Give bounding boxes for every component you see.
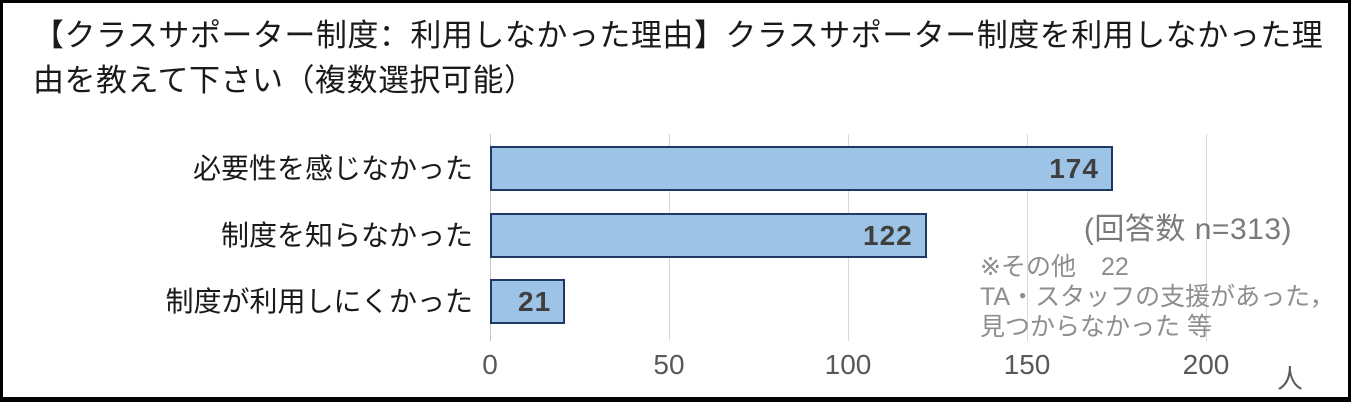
x-axis-unit-label: 人 [1277, 364, 1304, 394]
plot-area: 174 122 21 [490, 134, 1207, 341]
other-note-line: 見つからなかった 等 [980, 313, 1212, 341]
x-tick-label: 200 [1182, 349, 1230, 380]
bar: 174 [490, 146, 1113, 191]
category-label: 必要性を感じなかった [192, 153, 473, 184]
category-label: 制度が利用しにくかった [165, 286, 473, 317]
x-tick-label: 100 [824, 349, 872, 380]
x-tick-label: 150 [1003, 349, 1051, 380]
x-axis: 0 50 100 150 200 [482, 349, 1229, 383]
bar-value-label: 21 [518, 285, 552, 317]
other-note-line: TA・スタッフの支援があった， [980, 283, 1335, 311]
other-note-line: ※その他 22 [980, 253, 1129, 281]
x-tick-label: 0 [482, 349, 498, 380]
gridline [1206, 134, 1207, 341]
bar: 122 [490, 213, 927, 258]
bar-value-label: 122 [863, 219, 913, 251]
bar-value-label: 174 [1049, 152, 1099, 184]
respondents-count-note: (回答数 n=313) [1083, 213, 1292, 246]
category-label: 制度を知らなかった [220, 220, 473, 251]
bar: 21 [490, 279, 566, 324]
chart-title: 【クラスサポーター制度：利用しなかった理由】クラスサポーター制度を利用しなかった… [33, 18, 1324, 98]
x-tick-label: 50 [653, 349, 685, 380]
gridline [1027, 134, 1028, 341]
other-responses-note: ※その他 22 TA・スタッフの支援があった， 見つからなかった 等 [980, 252, 1335, 342]
